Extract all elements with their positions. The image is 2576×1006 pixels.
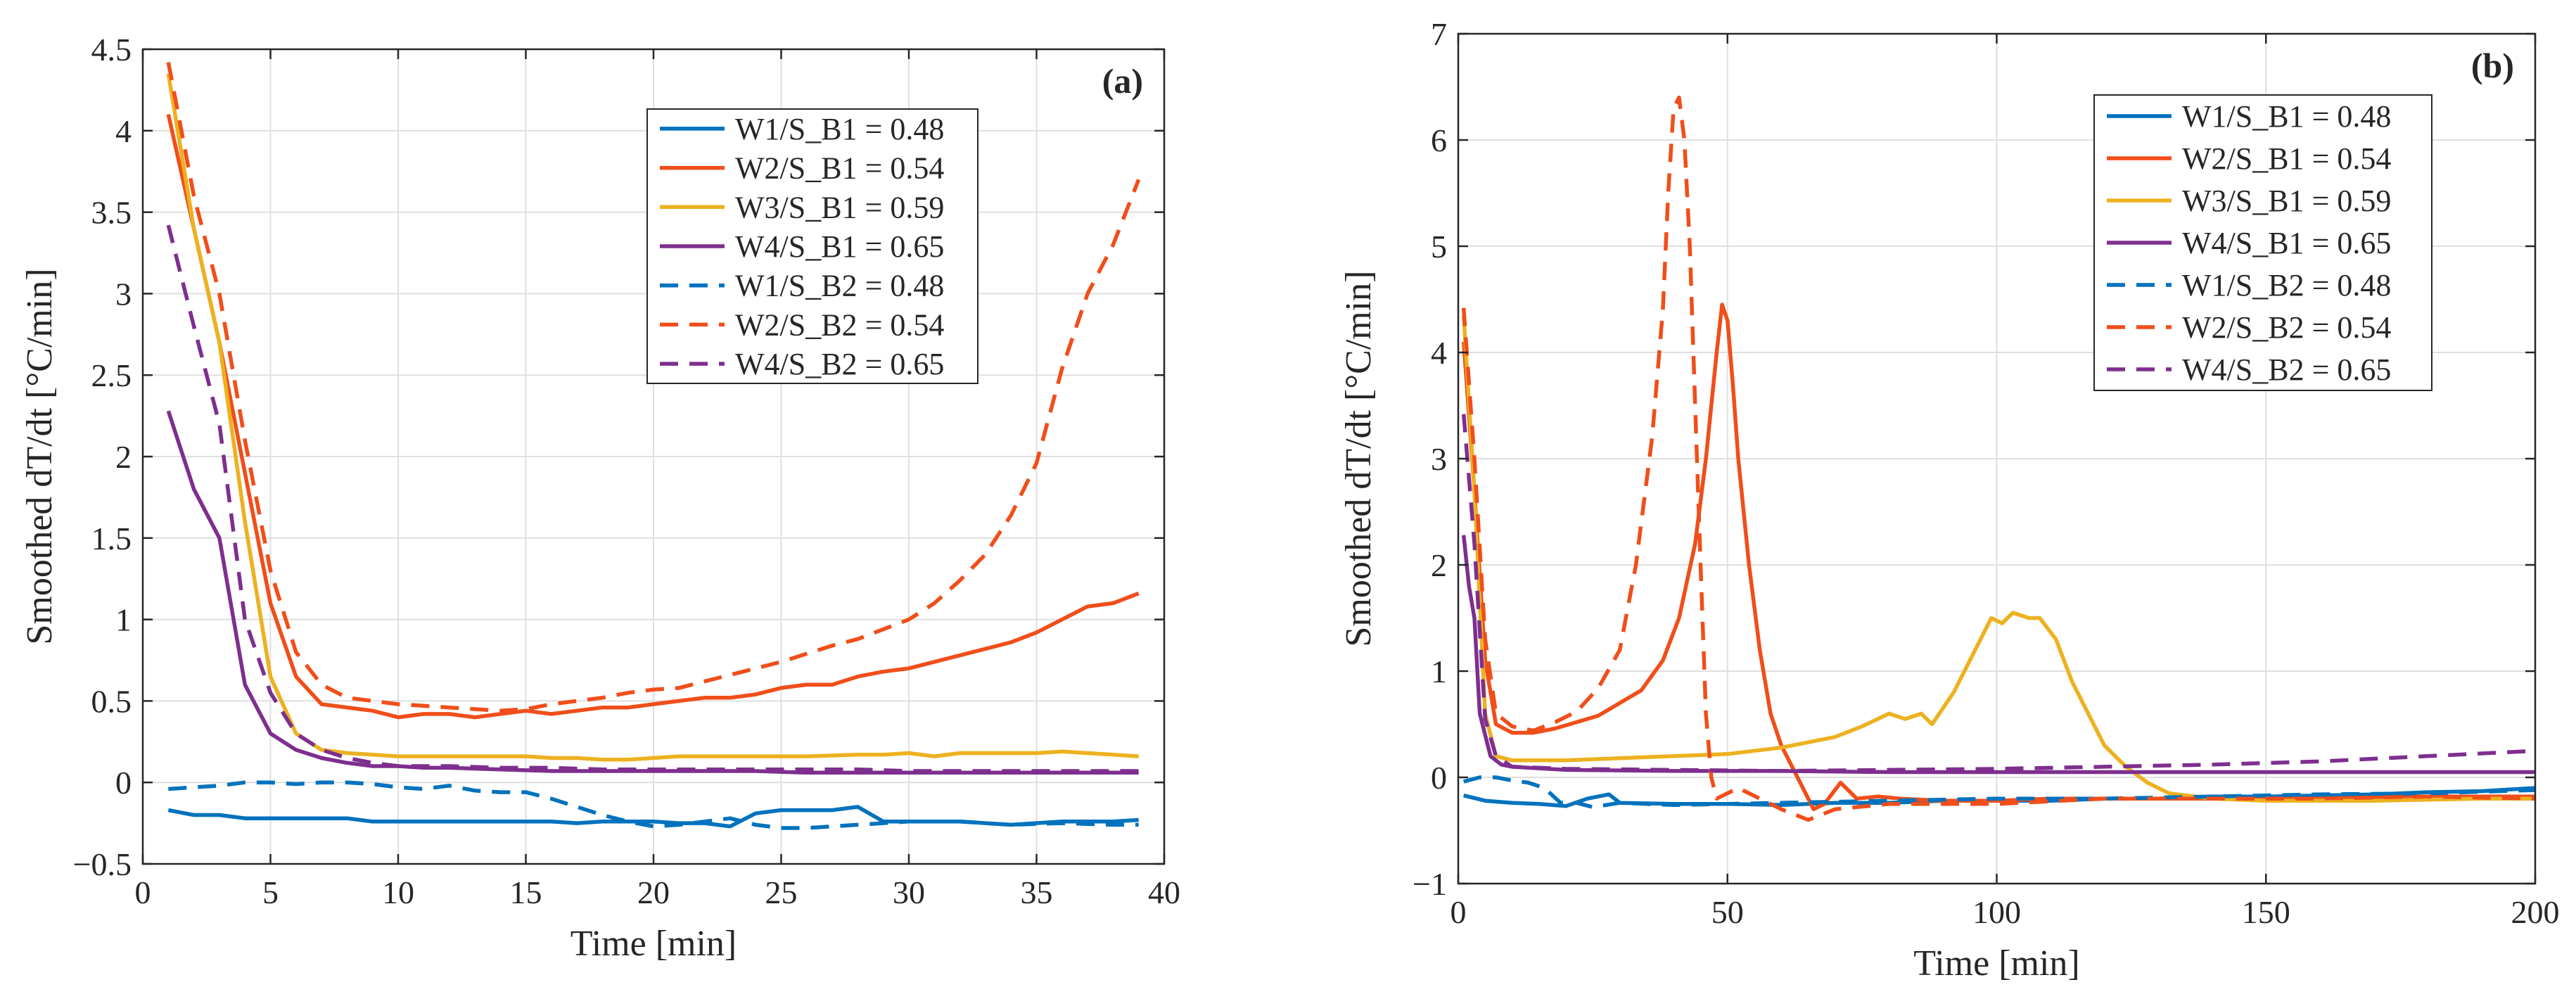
series-line-w1-s_b2 — [1463, 775, 2535, 810]
y-tick-label: 1.5 — [91, 521, 132, 556]
x-axis-label: Time [min] — [570, 924, 737, 964]
x-axis-label: Time [min] — [1913, 943, 2079, 983]
x-tick-label: 0 — [1450, 894, 1467, 930]
y-tick-label: 5 — [1431, 229, 1447, 265]
legend-entry-label: W4/S_B1 = 0.65 — [735, 229, 944, 264]
legend-entry-label: W2/S_B1 = 0.54 — [2182, 141, 2391, 176]
y-tick-label: 2.5 — [91, 357, 132, 393]
y-tick-label: 1 — [115, 602, 132, 638]
legend-entry-label: W1/S_B1 = 0.48 — [2182, 99, 2391, 134]
x-tick-label: 0 — [135, 874, 151, 910]
y-tick-label: 4 — [115, 113, 132, 149]
y-axis-label: Smoothed dT/dt [°C/min] — [1339, 270, 1379, 647]
x-tick-label: 5 — [262, 874, 279, 910]
panel-label: (b) — [2471, 46, 2514, 85]
x-tick-label: 50 — [1711, 894, 1744, 930]
y-axis-label: Smoothed dT/dt [°C/min] — [20, 268, 60, 644]
y-tick-label: 2 — [115, 439, 132, 475]
chart-panel-a: 0 5 10 15 20 25 30 35 40−0.500.511.522.533.544.5… — [20, 32, 1180, 964]
series-line-w2-s_b2 — [166, 61, 1141, 713]
series-line-w4-s_b2 — [166, 224, 1139, 773]
y-tick-label: 0 — [1431, 760, 1447, 796]
legend-entry-label: W2/S_B2 = 0.54 — [2182, 310, 2391, 345]
x-tick-label: 25 — [765, 874, 798, 910]
panel-label: (a) — [1102, 61, 1143, 101]
y-tick-label: 1 — [1431, 654, 1447, 689]
legend-entry-label: W4/S_B2 = 0.65 — [735, 347, 944, 381]
legend-entry-label: W2/S_B1 = 0.54 — [735, 151, 944, 186]
x-tick-label: 100 — [1972, 894, 2021, 930]
series-line-w3-s_b1 — [1461, 315, 2535, 803]
y-tick-label: 2 — [1431, 547, 1447, 583]
legend: W1/S_B1 = 0.48 W2/S_B1 = 0.54 W3/S_B1 = 0.… — [646, 108, 978, 384]
legend-entry-label: W4/S_B1 = 0.65 — [2182, 226, 2391, 260]
legend-entry-label: W2/S_B2 = 0.54 — [735, 307, 944, 342]
y-tick-label: −1 — [1413, 866, 1447, 902]
legend-entry-label: W1/S_B2 = 0.48 — [2182, 268, 2391, 303]
legend-entry-label: W1/S_B2 = 0.48 — [735, 269, 944, 303]
legend-entry-label: W1/S_B1 = 0.48 — [735, 112, 944, 146]
x-tick-label: 15 — [510, 874, 542, 910]
x-tick-label: 10 — [382, 874, 414, 910]
y-tick-label: 4.5 — [91, 32, 132, 68]
series-line-w1-s_b2 — [168, 780, 1139, 830]
legend-entry-label: W3/S_B1 = 0.59 — [735, 190, 944, 224]
legend: W1/S_B1 = 0.48 W2/S_B1 = 0.54 W3/S_B1 = 0.… — [2093, 94, 2432, 391]
series-line-w2-s_b1 — [166, 113, 1140, 720]
x-tick-label: 30 — [893, 874, 925, 910]
y-tick-label: 3 — [115, 276, 132, 312]
legend-entry-label: W3/S_B1 = 0.59 — [2182, 184, 2391, 218]
y-tick-label: −0.5 — [73, 846, 132, 882]
series-line-w2-s_b1 — [1461, 303, 2535, 812]
y-tick-label: 3 — [1431, 441, 1447, 477]
x-tick-label: 150 — [2242, 894, 2290, 930]
y-tick-label: 0.5 — [91, 683, 132, 719]
series-line-w4-s_b1 — [1461, 535, 2535, 775]
y-tick-label: 7 — [1431, 16, 1447, 52]
y-tick-label: 3.5 — [91, 195, 132, 231]
x-tick-label: 200 — [2511, 894, 2560, 930]
y-tick-label: 6 — [1431, 122, 1447, 158]
series-line-w2-s_b2 — [1461, 95, 2535, 822]
x-tick-label: 35 — [1021, 874, 1053, 910]
x-tick-label: 40 — [1148, 874, 1180, 910]
series-group — [1461, 95, 2535, 822]
x-tick-label: 20 — [637, 874, 670, 910]
series-group — [166, 61, 1141, 830]
legend-entry-label: W4/S_B2 = 0.65 — [2182, 352, 2391, 387]
y-tick-label: 4 — [1431, 335, 1447, 371]
series-line-w4-s_b2 — [1461, 414, 2535, 773]
y-tick-label: 0 — [115, 765, 132, 801]
